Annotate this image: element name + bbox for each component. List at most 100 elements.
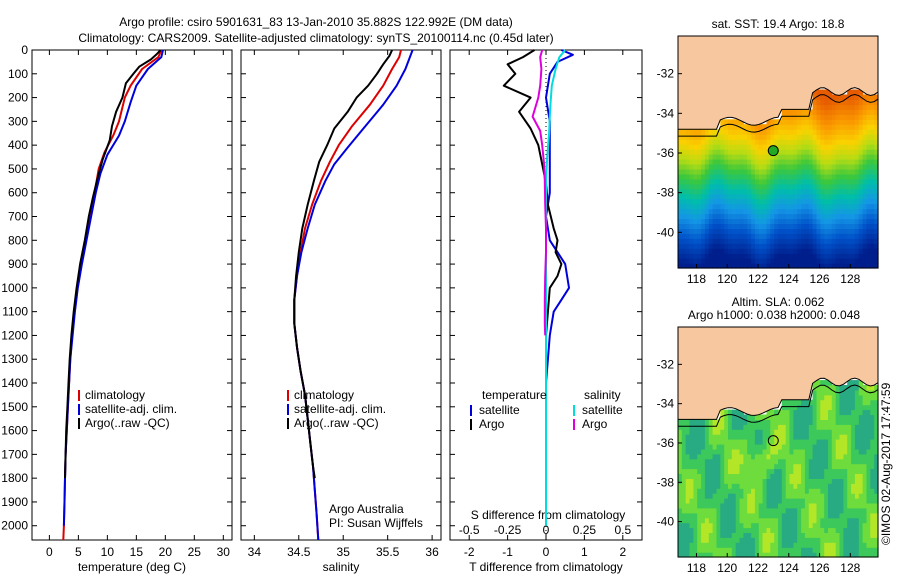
map-cell xyxy=(685,134,691,140)
map-cell xyxy=(812,380,817,386)
map-cell xyxy=(751,527,756,533)
map-cell xyxy=(720,478,725,484)
map-cell xyxy=(735,223,741,229)
map-cell xyxy=(708,507,714,514)
map-cell xyxy=(678,478,683,484)
map-cell xyxy=(785,183,791,190)
map-cell xyxy=(843,183,848,190)
map-cell xyxy=(839,458,844,465)
map-cell xyxy=(770,223,775,229)
map-cell xyxy=(797,527,802,533)
map-cell xyxy=(712,158,717,165)
map-cell xyxy=(862,448,867,455)
map-cell xyxy=(693,547,698,553)
map-cell xyxy=(778,243,783,249)
map-cell xyxy=(816,258,821,264)
map-cell xyxy=(716,149,721,155)
map-cell xyxy=(743,473,748,479)
map-cell xyxy=(804,149,810,155)
map-cell xyxy=(804,228,810,234)
map-cell xyxy=(781,158,787,165)
map-cell xyxy=(801,163,806,170)
map-cell xyxy=(793,458,798,465)
map-cell xyxy=(712,488,717,494)
map-cell xyxy=(731,218,737,224)
map-cell xyxy=(785,468,791,474)
map-cell xyxy=(693,213,698,220)
map-cell xyxy=(808,463,814,470)
map-cell xyxy=(785,263,791,269)
map-cell xyxy=(762,537,767,543)
map-cell xyxy=(724,158,729,165)
map-cell xyxy=(820,532,825,538)
map-cell xyxy=(724,547,729,553)
map-cell xyxy=(847,468,852,474)
map-cell xyxy=(862,193,867,200)
map-cell xyxy=(758,228,764,234)
map-cell xyxy=(747,129,752,135)
map-cell xyxy=(708,468,714,474)
map-cell xyxy=(774,473,779,479)
map-cell xyxy=(824,463,829,470)
map-cell xyxy=(762,502,767,509)
map-cell xyxy=(808,208,814,215)
map-cell xyxy=(720,517,725,524)
map-cell xyxy=(839,409,844,416)
map-cell xyxy=(801,149,806,155)
map-cell xyxy=(681,512,687,519)
map-cell xyxy=(816,507,821,514)
map-cell xyxy=(847,522,852,529)
map-cell xyxy=(828,419,833,425)
map-cell xyxy=(720,448,725,455)
map-cell xyxy=(843,178,848,185)
map-cell xyxy=(701,429,706,435)
map-cell xyxy=(801,253,806,259)
map-cell xyxy=(778,188,783,195)
map-cell xyxy=(693,198,698,205)
map-cell xyxy=(847,144,852,150)
map-cell xyxy=(874,193,879,200)
map-x-tick-label: 120 xyxy=(717,272,737,286)
map-cell xyxy=(862,502,867,509)
map-cell xyxy=(681,444,687,450)
map-cell xyxy=(820,178,825,185)
map-cell xyxy=(697,522,702,529)
map-cell xyxy=(804,203,810,210)
map-cell xyxy=(797,149,802,155)
map-cell xyxy=(858,193,864,200)
map-cell xyxy=(839,178,844,185)
map-cell xyxy=(762,129,767,135)
map-cell xyxy=(831,144,837,150)
map-cell xyxy=(781,139,787,145)
map-cell xyxy=(735,139,741,145)
map-cell xyxy=(697,542,702,548)
map-cell xyxy=(747,258,752,264)
map-cell xyxy=(781,213,787,220)
map-cell xyxy=(697,424,702,430)
map-cell xyxy=(758,188,764,195)
map-cell xyxy=(701,502,706,509)
map-cell xyxy=(793,434,798,440)
map-cell xyxy=(728,522,733,529)
map-cell xyxy=(831,104,837,110)
map-cell xyxy=(858,517,864,524)
map-cell xyxy=(858,473,864,479)
map-cell xyxy=(766,478,771,484)
map-cell xyxy=(847,198,852,205)
map-cell xyxy=(681,488,687,494)
map-cell xyxy=(804,198,810,205)
map-cell xyxy=(785,434,791,440)
map-cell xyxy=(816,109,821,115)
map-cell xyxy=(762,429,767,435)
map-cell xyxy=(797,463,802,470)
map-cell xyxy=(808,129,814,135)
map-cell xyxy=(781,263,787,269)
map-cell xyxy=(739,414,744,420)
map-cell xyxy=(778,517,783,524)
map-cell xyxy=(824,109,829,115)
map-cell xyxy=(866,203,871,210)
map-y-tick-label: -32 xyxy=(657,67,675,81)
map-cell xyxy=(831,154,837,160)
map-cell xyxy=(693,228,698,234)
map-cell xyxy=(770,129,775,135)
